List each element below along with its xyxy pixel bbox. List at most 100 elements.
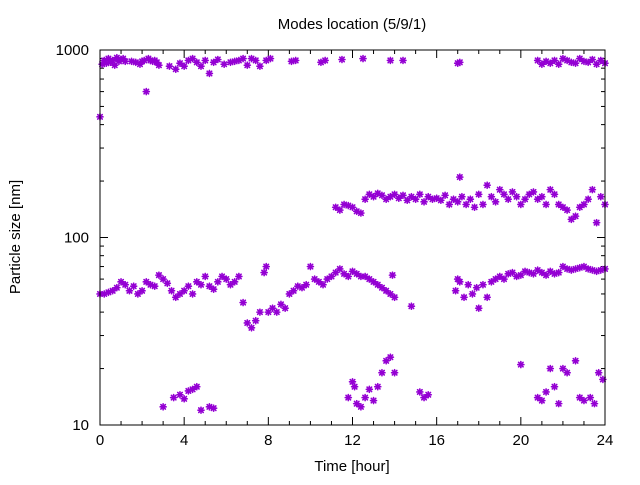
data-point: [256, 62, 264, 70]
data-point: [584, 195, 592, 204]
data-point: [197, 406, 205, 414]
x-tick-label: 8: [264, 432, 272, 449]
data-point: [159, 403, 167, 411]
data-point: [197, 280, 205, 289]
data-point: [571, 356, 580, 365]
data-point: [138, 286, 146, 295]
data-point: [594, 368, 603, 377]
data-point: [554, 200, 563, 209]
data-point: [590, 399, 599, 408]
data-point: [456, 173, 464, 181]
data-point: [281, 304, 289, 312]
data-point: [239, 298, 247, 307]
data-point: [386, 56, 395, 65]
data-point: [222, 275, 231, 283]
data-point: [470, 203, 479, 212]
data-point: [424, 390, 433, 399]
data-point: [315, 278, 323, 286]
data-point: [592, 218, 601, 227]
data-point: [205, 282, 214, 290]
data-point: [262, 262, 271, 271]
data-point: [580, 262, 588, 271]
x-axis-label: Time [hour]: [314, 458, 389, 475]
data-point: [378, 283, 386, 292]
data-point: [474, 190, 483, 199]
data-point: [529, 188, 538, 196]
data-point: [180, 62, 188, 70]
data-point: [121, 280, 130, 289]
data-points: [96, 53, 609, 414]
data-point: [546, 185, 555, 194]
x-tick-label: 12: [344, 432, 361, 449]
data-point: [251, 316, 260, 325]
data-point: [235, 272, 243, 281]
data-point: [538, 192, 546, 201]
data-point: [357, 209, 365, 217]
data-point: [483, 293, 491, 302]
data-point: [550, 190, 559, 199]
data-point: [201, 272, 210, 281]
data-point: [169, 393, 178, 402]
data-point: [239, 54, 247, 63]
x-tick-label: 0: [96, 432, 104, 449]
data-point: [247, 323, 256, 332]
chart-title: Modes location (5/9/1): [278, 16, 426, 33]
x-tick-label: 20: [512, 432, 529, 449]
data-point: [369, 396, 378, 405]
data-point: [134, 290, 142, 298]
data-point: [163, 279, 172, 288]
data-point: [550, 382, 559, 391]
data-point: [554, 268, 563, 277]
data-point: [272, 308, 281, 316]
data-point: [437, 196, 445, 205]
data-point: [542, 200, 550, 209]
data-point: [546, 364, 555, 373]
data-point: [472, 283, 481, 292]
data-point: [453, 198, 462, 206]
data-point: [416, 388, 424, 396]
data-point: [319, 280, 327, 289]
data-point: [378, 191, 386, 200]
data-point: [468, 290, 477, 298]
data-point: [487, 278, 496, 286]
data-point: [394, 194, 403, 203]
data-point: [336, 265, 344, 273]
data-point: [184, 282, 193, 290]
y-tick-label: 1000: [56, 42, 89, 59]
data-point: [559, 203, 567, 212]
data-point: [214, 55, 222, 64]
data-point: [155, 271, 163, 279]
plot-frame: [99, 49, 606, 426]
data-point: [456, 58, 464, 67]
data-point: [188, 290, 197, 298]
data-point: [538, 396, 546, 405]
data-point: [230, 278, 239, 286]
data-point: [460, 293, 468, 302]
data-point: [365, 190, 374, 199]
data-point: [260, 268, 268, 277]
data-point: [500, 190, 508, 199]
data-point: [361, 393, 369, 402]
data-point: [479, 200, 487, 209]
data-point: [321, 56, 329, 65]
data-point: [209, 285, 218, 293]
data-point: [416, 190, 424, 199]
data-point: [155, 61, 163, 69]
data-point: [399, 56, 407, 65]
data-point: [180, 394, 188, 403]
data-point: [150, 282, 159, 290]
data-point: [517, 200, 525, 209]
data-point: [390, 368, 399, 377]
data-point: [336, 206, 344, 214]
data-point: [586, 393, 595, 402]
data-point: [243, 61, 252, 69]
data-point: [571, 59, 580, 68]
data-point: [291, 56, 300, 65]
data-point: [563, 206, 571, 214]
data-point: [323, 275, 332, 283]
data-point: [420, 198, 428, 206]
data-point: [407, 302, 416, 311]
data-point: [165, 62, 174, 70]
